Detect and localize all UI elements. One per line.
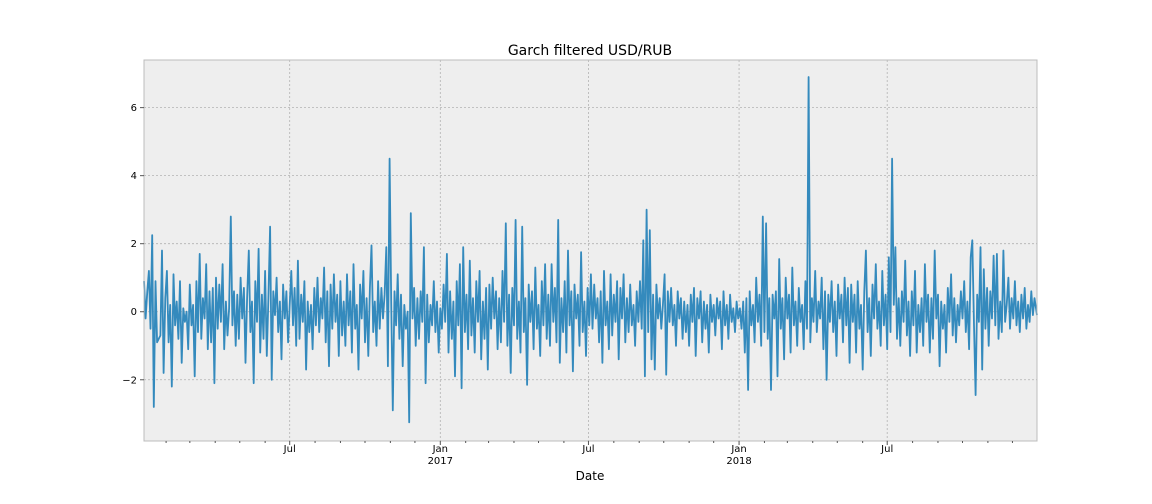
series-line xyxy=(143,76,1038,424)
series-layer xyxy=(143,76,1038,424)
y-tick-label: 0 xyxy=(131,307,137,318)
plot-frame xyxy=(143,59,1038,442)
y-tick-label: 6 xyxy=(131,103,137,114)
plot-area xyxy=(144,60,1037,441)
x-tick-label: Jan xyxy=(730,444,746,455)
x-tick-label: Jul xyxy=(880,444,893,455)
y-tick-label: 4 xyxy=(131,171,137,182)
x-tick-label: Jan xyxy=(432,444,448,455)
chart-title: Garch filtered USD/RUB xyxy=(508,43,672,59)
x-tick-label: Jul xyxy=(581,444,594,455)
x-tick-label: Jul xyxy=(283,444,296,455)
x-tick-year-label: 2017 xyxy=(428,456,453,467)
y-tick-label: 2 xyxy=(131,239,137,250)
y-tick-label: −2 xyxy=(122,375,137,386)
x-tick-year-label: 2018 xyxy=(726,456,751,467)
x-axis-label: Date xyxy=(576,469,605,483)
